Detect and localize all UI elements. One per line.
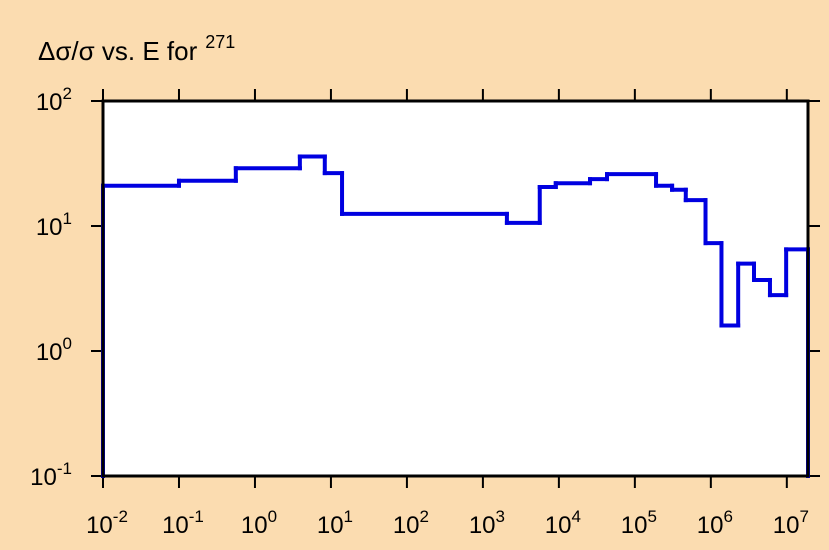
x-tick-label: 100 bbox=[241, 507, 277, 539]
tick-base: 10 bbox=[36, 214, 63, 241]
tick-exponent: 3 bbox=[496, 507, 505, 526]
tick-exponent: 5 bbox=[647, 507, 656, 526]
x-tick-label: 103 bbox=[469, 507, 505, 539]
tick-exponent: -2 bbox=[113, 507, 128, 526]
tick-exponent: 1 bbox=[344, 507, 353, 526]
tick-base: 10 bbox=[317, 512, 344, 539]
tick-base: 10 bbox=[469, 512, 496, 539]
y-tick-label: 102 bbox=[36, 84, 72, 116]
tick-base: 10 bbox=[545, 512, 572, 539]
x-tick-label: 10-2 bbox=[86, 507, 128, 539]
tick-exponent: 1 bbox=[63, 209, 72, 228]
tick-exponent: 7 bbox=[799, 507, 808, 526]
tick-exponent: 6 bbox=[723, 507, 732, 526]
tick-exponent: 2 bbox=[420, 507, 429, 526]
tick-base: 10 bbox=[697, 512, 724, 539]
title-text: Δσ/σ vs. E for bbox=[38, 36, 198, 66]
tick-base: 10 bbox=[36, 89, 63, 116]
tick-base: 10 bbox=[621, 512, 648, 539]
tick-exponent: -1 bbox=[189, 507, 204, 526]
tick-exponent: 0 bbox=[63, 334, 72, 353]
tick-base: 10 bbox=[162, 512, 189, 539]
plot-frame bbox=[101, 99, 810, 478]
tick-exponent: 2 bbox=[63, 84, 72, 103]
tick-exponent: 0 bbox=[268, 507, 277, 526]
tick-base: 10 bbox=[393, 512, 420, 539]
tick-exponent: -1 bbox=[57, 459, 72, 478]
chart-title: Δσ/σ vs. E for 271 bbox=[38, 32, 235, 66]
x-tick-label: 10-1 bbox=[162, 507, 204, 539]
y-tick-label: 10-1 bbox=[30, 459, 72, 491]
x-tick-label: 106 bbox=[697, 507, 733, 539]
x-tick-label: 101 bbox=[317, 507, 353, 539]
plot-area bbox=[103, 101, 808, 476]
tick-base: 10 bbox=[773, 512, 800, 539]
tick-base: 10 bbox=[36, 339, 63, 366]
y-tick-label: 100 bbox=[36, 334, 72, 366]
tick-exponent: 4 bbox=[571, 507, 580, 526]
tick-base: 10 bbox=[30, 464, 57, 491]
y-tick-label: 101 bbox=[36, 209, 72, 241]
title-superscript: 271 bbox=[205, 32, 235, 52]
x-tick-label: 104 bbox=[545, 507, 581, 539]
x-tick-label: 107 bbox=[773, 507, 809, 539]
tick-base: 10 bbox=[86, 512, 113, 539]
x-tick-label: 102 bbox=[393, 507, 429, 539]
x-tick-label: 105 bbox=[621, 507, 657, 539]
tick-base: 10 bbox=[241, 512, 268, 539]
